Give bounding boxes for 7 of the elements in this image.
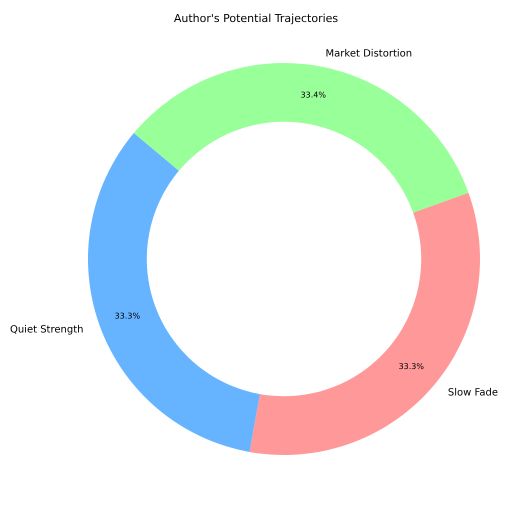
slice-label: Market Distortion <box>326 48 412 60</box>
data-label: 33.3% <box>114 311 140 320</box>
slice-label: Slow Fade <box>448 388 498 399</box>
data-label: 33.4% <box>300 90 326 100</box>
data-label: 33.3% <box>398 362 424 371</box>
chart-title: Author's Potential Trajectories <box>174 12 338 25</box>
slice-label: Quiet Strength <box>10 324 84 336</box>
